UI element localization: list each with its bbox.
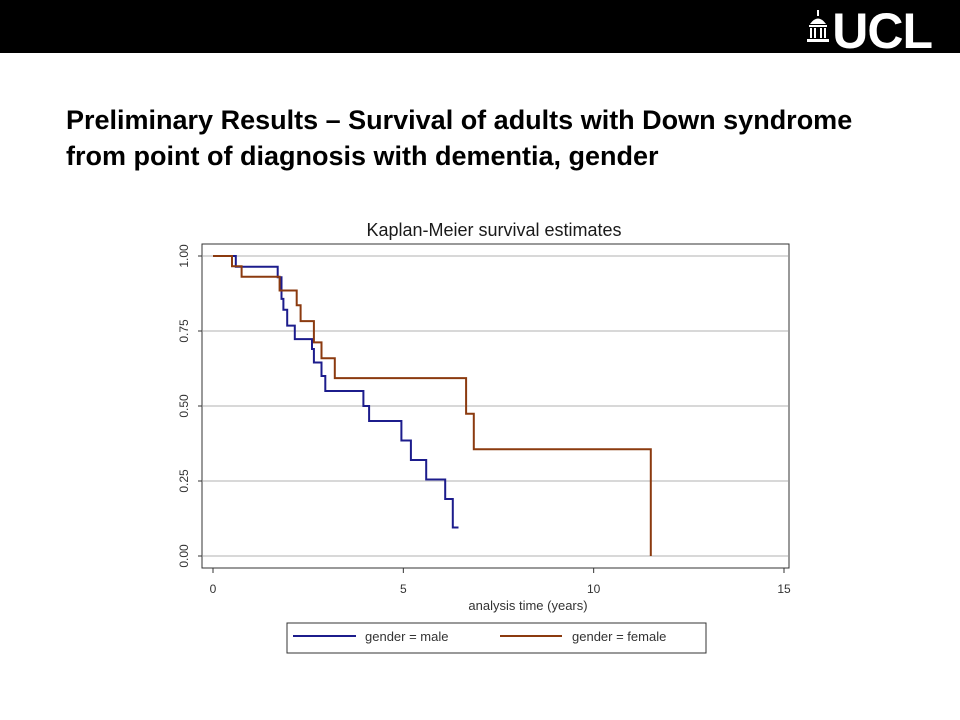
series-line-male	[213, 255, 459, 529]
y-axis-ticks: 0.00 0.25 0.50 0.75 1.00	[177, 244, 202, 568]
portico-dome-icon	[807, 10, 830, 49]
slide-title: Preliminary Results – Survival of adults…	[66, 105, 853, 171]
y-tick-label-0: 0.00	[177, 544, 191, 568]
y-tick-label-3: 0.75	[177, 319, 191, 343]
x-axis-label: analysis time (years)	[468, 598, 587, 613]
legend-label-male: gender = male	[365, 629, 448, 644]
x-tick-label-0: 0	[210, 582, 217, 596]
y-tick-label-4: 1.00	[177, 244, 191, 268]
gridlines	[203, 255, 788, 557]
x-tick-label-3: 15	[777, 582, 791, 596]
header-bar	[0, 0, 960, 53]
ucl-logo: UCL	[807, 3, 933, 59]
logo-text: UCL	[832, 3, 933, 59]
legend: gender = male gender = female	[286, 622, 707, 654]
series-lines	[213, 255, 652, 556]
x-tick-label-1: 5	[400, 582, 407, 596]
y-tick-label-2: 0.50	[177, 394, 191, 418]
legend-label-female: gender = female	[572, 629, 666, 644]
series-line-female	[213, 255, 652, 556]
chart-title: Kaplan-Meier survival estimates	[366, 220, 621, 240]
x-axis-ticks: 0 5 10 15	[210, 568, 791, 596]
y-tick-label-1: 0.25	[177, 469, 191, 493]
legend-box	[286, 622, 707, 654]
x-tick-label-2: 10	[587, 582, 601, 596]
